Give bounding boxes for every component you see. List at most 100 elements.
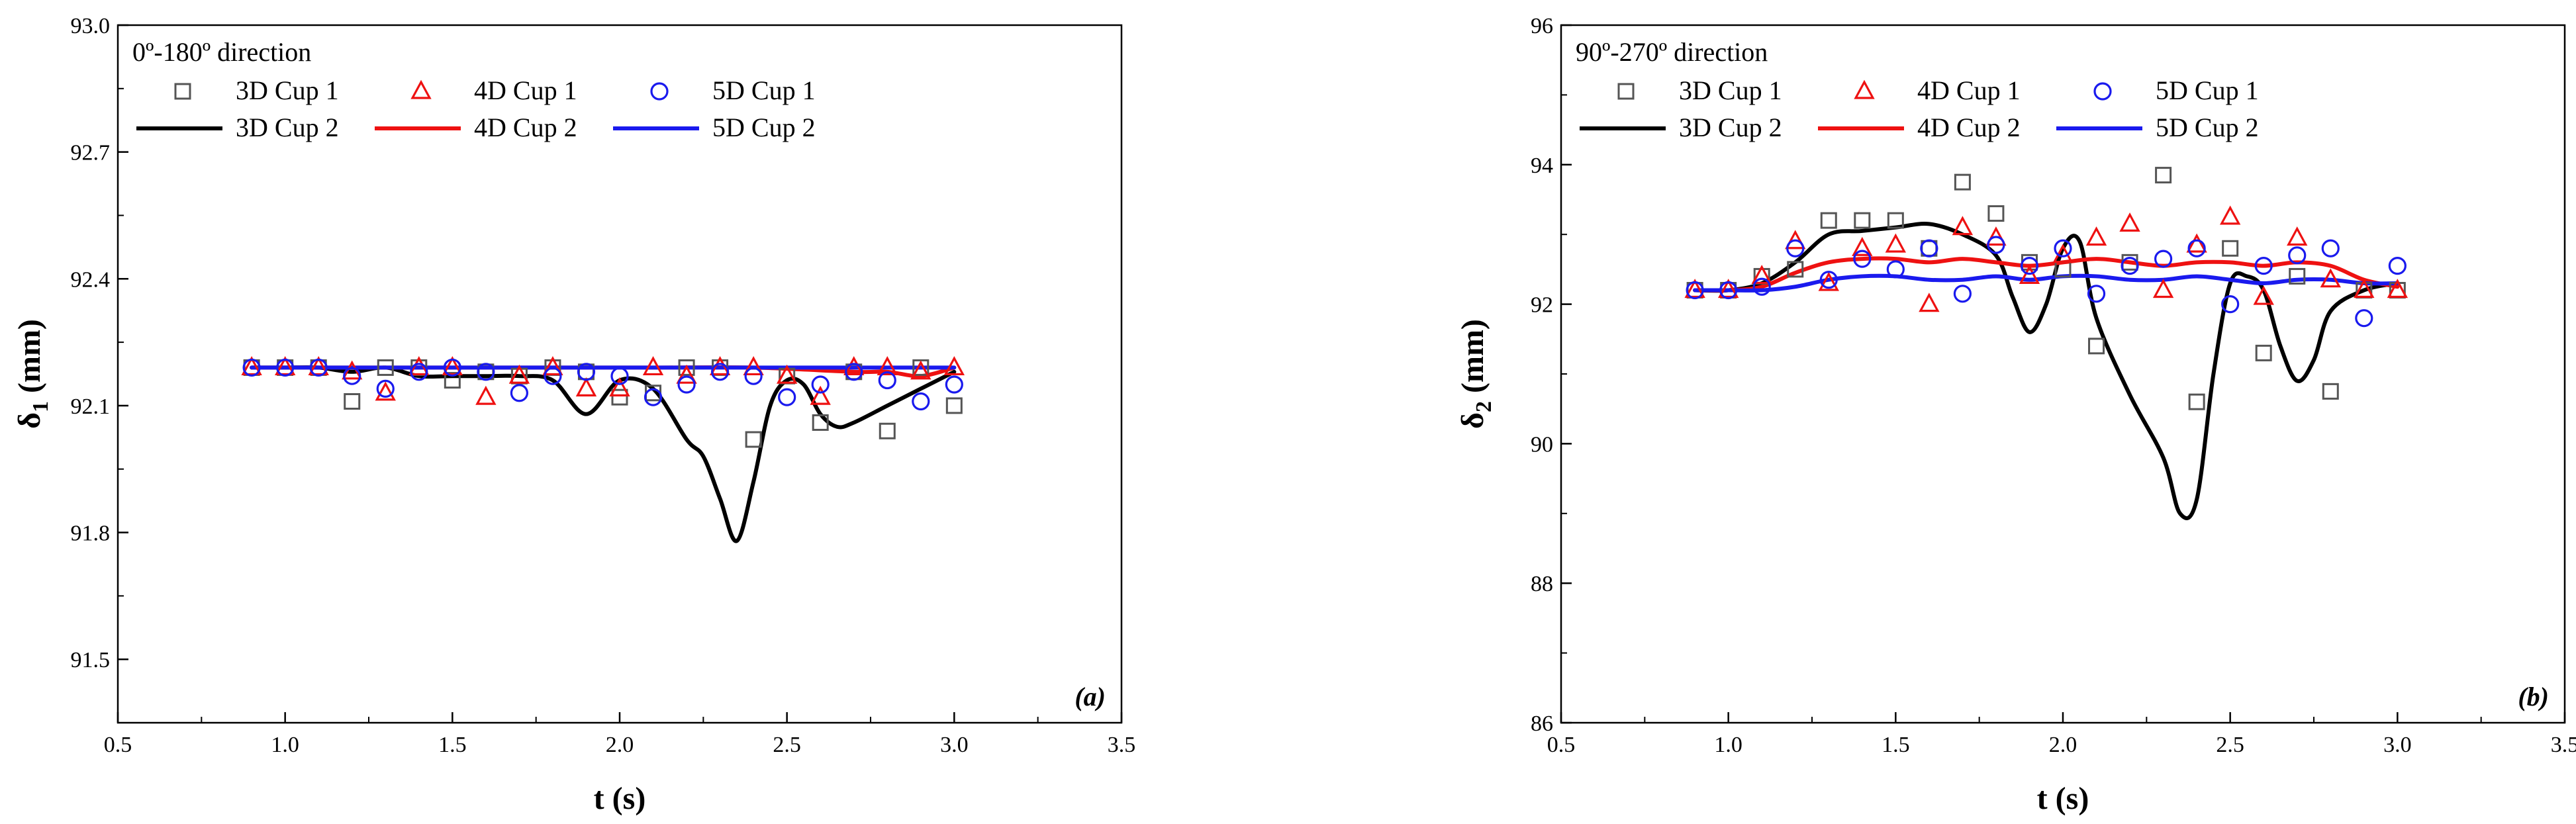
data-point-5d-cup-1 bbox=[845, 363, 863, 381]
data-point-5d-cup-1 bbox=[410, 363, 428, 381]
data-point-5d-cup-1 bbox=[710, 363, 730, 381]
data-point-4d-cup-1 bbox=[274, 356, 296, 376]
data-point-4d-cup-1 bbox=[642, 356, 664, 376]
y-axis-unit: (mm) bbox=[12, 319, 47, 401]
data-point-4d-cup-1 bbox=[1717, 279, 1739, 298]
plot-area bbox=[241, 356, 965, 543]
data-point-4d-cup-1 bbox=[910, 360, 931, 380]
data-point-3d-cup-1 bbox=[812, 414, 829, 431]
data-point-4d-cup-1 bbox=[776, 364, 798, 384]
data-point-3d-cup-1 bbox=[377, 359, 394, 376]
data-point-4d-cup-1 bbox=[1985, 226, 2007, 246]
data-point-5d-cup-1 bbox=[1987, 236, 2005, 254]
x-tick-label: 3.0 bbox=[2383, 733, 2412, 757]
data-point-3d-cup-1 bbox=[879, 422, 896, 439]
data-point-3d-cup-1 bbox=[611, 389, 628, 406]
data-point-5d-cup-1 bbox=[309, 358, 328, 377]
data-point-5d-cup-1 bbox=[1886, 260, 1905, 279]
y-tick-label: 91.5 bbox=[71, 648, 111, 672]
data-point-3d-cup-1 bbox=[1954, 173, 1971, 191]
data-point-5d-cup-1 bbox=[2020, 257, 2039, 275]
data-point-4d-cup-1 bbox=[1684, 279, 1705, 298]
data-point-5d-cup-1 bbox=[477, 363, 495, 381]
data-point-3d-cup-1 bbox=[1987, 205, 2005, 222]
data-point-4d-cup-1 bbox=[475, 385, 497, 405]
data-point-4d-cup-1 bbox=[2287, 226, 2308, 246]
data-point-3d-cup-1 bbox=[1887, 212, 1904, 229]
data-point-3d-cup-1 bbox=[912, 359, 930, 376]
data-point-4d-cup-1 bbox=[442, 356, 463, 376]
y-tick-label: 92 bbox=[1531, 293, 1553, 318]
data-point-4d-cup-1 bbox=[1952, 216, 1974, 236]
x-axis-title: t (s) bbox=[594, 781, 646, 816]
series-5d-cup-1 bbox=[1686, 236, 2407, 328]
data-point-4d-cup-1 bbox=[2253, 285, 2274, 305]
legend-label: 3D Cup 1 bbox=[1679, 75, 1782, 105]
data-point-4d-cup-1 bbox=[308, 356, 329, 376]
y-tick-label: 94 bbox=[1531, 154, 1553, 178]
data-point-4d-cup-1 bbox=[2119, 212, 2140, 232]
legend-item-5d-cup-1: 5D Cup 1 bbox=[2093, 75, 2259, 105]
y-axis-unit: (mm) bbox=[1455, 319, 1490, 401]
legend-item-3d-cup-1: 3D Cup 1 bbox=[1617, 75, 1782, 105]
data-point-5d-cup-1 bbox=[2154, 250, 2173, 268]
data-point-4d-cup-1 bbox=[375, 381, 396, 401]
data-point-5d-cup-1 bbox=[2388, 257, 2407, 275]
legend-label: 5D Cup 1 bbox=[2156, 75, 2259, 105]
legend-label: 3D Cup 2 bbox=[1679, 113, 1782, 142]
y-tick-label: 88 bbox=[1531, 572, 1553, 596]
data-point-5d-cup-1 bbox=[2254, 257, 2273, 275]
data-point-4d-cup-1 bbox=[1818, 271, 1839, 291]
data-point-4d-cup-1 bbox=[1751, 265, 1772, 285]
panel-b: 0.5 1.0 1.5 2.0 2.5 3.0 3.5 86 88 90 92 94 96 t (s) δ2… bbox=[1455, 14, 2576, 816]
data-point-4d-cup-1 bbox=[1919, 293, 1940, 312]
y-tick-label: 92.7 bbox=[71, 141, 111, 165]
data-point-5d-cup-1 bbox=[1853, 250, 1872, 268]
data-point-5d-cup-1 bbox=[2054, 239, 2072, 257]
data-point-5d-cup-1 bbox=[1719, 281, 1738, 300]
data-point-3d-cup-1 bbox=[945, 397, 963, 414]
x-tick-label: 3.0 bbox=[940, 733, 969, 757]
data-point-5d-cup-1 bbox=[1953, 285, 1972, 303]
legend-item-3d-cup-2: 3D Cup 2 bbox=[1580, 113, 1782, 142]
data-point-5d-cup-1 bbox=[1686, 281, 1704, 300]
y-axis-symbol: δ bbox=[12, 412, 47, 429]
data-point-4d-cup-1 bbox=[542, 356, 563, 376]
data-point-4d-cup-1 bbox=[943, 356, 965, 376]
data-point-4d-cup-1 bbox=[2152, 279, 2174, 298]
legend-item-4d-cup-2: 4D Cup 2 bbox=[375, 113, 577, 142]
data-point-4d-cup-1 bbox=[2354, 279, 2375, 298]
data-point-3d-cup-1 bbox=[745, 431, 762, 448]
data-point-3d-cup-1 bbox=[678, 359, 695, 376]
x-tick-label: 0.5 bbox=[104, 733, 132, 757]
data-point-4d-cup-1 bbox=[575, 377, 597, 396]
legend-item-4d-cup-2: 4D Cup 2 bbox=[1818, 113, 2021, 142]
legend-marker-4d-cup-1 bbox=[1854, 79, 1875, 99]
panel-tag: (a) bbox=[1074, 682, 1106, 711]
data-point-3d-cup-1 bbox=[2255, 344, 2272, 361]
x-axis-title: t (s) bbox=[2037, 781, 2089, 816]
data-point-5d-cup-1 bbox=[1920, 239, 1938, 257]
data-point-4d-cup-1 bbox=[2320, 268, 2341, 288]
data-point-3d-cup-1 bbox=[1854, 212, 1871, 229]
data-point-5d-cup-1 bbox=[2288, 246, 2307, 265]
plot-area bbox=[1684, 167, 2409, 520]
legend-label: 3D Cup 2 bbox=[236, 113, 339, 142]
data-point-5d-cup-1 bbox=[778, 388, 796, 406]
data-point-3d-cup-1 bbox=[2188, 393, 2205, 410]
y-tick-label: 96 bbox=[1531, 14, 1553, 38]
data-point-4d-cup-1 bbox=[810, 385, 831, 405]
data-point-5d-cup-1 bbox=[744, 367, 763, 385]
legend-item-4d-cup-1: 4D Cup 1 bbox=[410, 75, 577, 105]
data-point-3d-cup-1 bbox=[2222, 240, 2239, 257]
y-tick-label: 92.1 bbox=[71, 394, 111, 419]
series-5d-cup-1 bbox=[242, 358, 963, 411]
series-line-3d-cup-2 bbox=[1693, 222, 2400, 520]
legend-label: 5D Cup 2 bbox=[712, 113, 816, 142]
data-point-5d-cup-1 bbox=[242, 358, 261, 377]
data-point-5d-cup-1 bbox=[276, 358, 295, 377]
legend-marker-4d-cup-1 bbox=[410, 79, 432, 99]
data-point-3d-cup-1 bbox=[1820, 212, 1837, 229]
y-tick-label: 93.0 bbox=[71, 14, 111, 38]
